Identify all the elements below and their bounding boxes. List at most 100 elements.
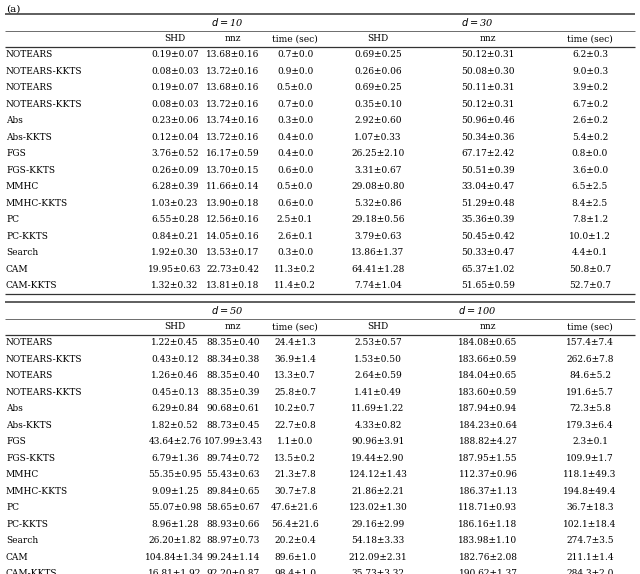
Text: 0.84±0.21: 0.84±0.21 — [151, 232, 199, 241]
Text: 8.96±1.28: 8.96±1.28 — [151, 519, 199, 529]
Text: NOTEARS-KKTS: NOTEARS-KKTS — [6, 355, 83, 364]
Text: 50.51±0.39: 50.51±0.39 — [461, 166, 515, 174]
Text: 35.73±3.32: 35.73±3.32 — [351, 569, 404, 574]
Text: Search: Search — [6, 248, 38, 257]
Text: 21.86±2.21: 21.86±2.21 — [351, 487, 404, 496]
Text: 88.35±0.40: 88.35±0.40 — [206, 371, 260, 380]
Text: 3.9±0.2: 3.9±0.2 — [572, 83, 608, 92]
Text: time (sec): time (sec) — [567, 34, 613, 43]
Text: NOTEARS: NOTEARS — [6, 338, 53, 347]
Text: 262.6±7.8: 262.6±7.8 — [566, 355, 614, 364]
Text: MMHC: MMHC — [6, 183, 39, 191]
Text: SHD: SHD — [367, 322, 388, 331]
Text: 2.92±0.60: 2.92±0.60 — [355, 117, 402, 125]
Text: 30.7±7.8: 30.7±7.8 — [274, 487, 316, 496]
Text: 179.3±6.4: 179.3±6.4 — [566, 421, 614, 430]
Text: 5.32±0.86: 5.32±0.86 — [354, 199, 402, 208]
Text: 29.16±2.99: 29.16±2.99 — [351, 519, 404, 529]
Text: 2.5±0.1: 2.5±0.1 — [277, 215, 313, 224]
Text: 13.72±0.16: 13.72±0.16 — [206, 133, 260, 142]
Text: 14.05±0.16: 14.05±0.16 — [206, 232, 260, 241]
Text: SHD: SHD — [367, 34, 388, 43]
Text: 29.08±0.80: 29.08±0.80 — [351, 183, 404, 191]
Text: 16.17±0.59: 16.17±0.59 — [206, 149, 260, 158]
Text: 6.29±0.84: 6.29±0.84 — [151, 404, 199, 413]
Text: 118.71±0.93: 118.71±0.93 — [458, 503, 518, 512]
Text: 90.96±3.91: 90.96±3.91 — [351, 437, 404, 446]
Text: (a): (a) — [6, 5, 20, 14]
Text: 0.6±0.0: 0.6±0.0 — [277, 166, 313, 174]
Text: MMHC-KKTS: MMHC-KKTS — [6, 487, 68, 496]
Text: 11.3±0.2: 11.3±0.2 — [274, 265, 316, 274]
Text: 2.53±0.57: 2.53±0.57 — [354, 338, 402, 347]
Text: 55.07±0.98: 55.07±0.98 — [148, 503, 202, 512]
Text: time (sec): time (sec) — [272, 34, 318, 43]
Text: 89.84±0.65: 89.84±0.65 — [206, 487, 260, 496]
Text: 0.26±0.06: 0.26±0.06 — [354, 67, 402, 76]
Text: 36.9±1.4: 36.9±1.4 — [274, 355, 316, 364]
Text: 22.7±0.8: 22.7±0.8 — [274, 421, 316, 430]
Text: 157.4±7.4: 157.4±7.4 — [566, 338, 614, 347]
Text: 191.6±5.7: 191.6±5.7 — [566, 388, 614, 397]
Text: PC-KKTS: PC-KKTS — [6, 519, 48, 529]
Text: 10.2±0.7: 10.2±0.7 — [274, 404, 316, 413]
Text: 50.11±0.31: 50.11±0.31 — [461, 83, 515, 92]
Text: 50.45±0.42: 50.45±0.42 — [461, 232, 515, 241]
Text: 90.68±0.61: 90.68±0.61 — [206, 404, 260, 413]
Text: NOTEARS: NOTEARS — [6, 51, 53, 59]
Text: 50.34±0.36: 50.34±0.36 — [461, 133, 515, 142]
Text: 50.12±0.31: 50.12±0.31 — [461, 51, 515, 59]
Text: 0.08±0.03: 0.08±0.03 — [151, 100, 199, 108]
Text: 67.17±2.42: 67.17±2.42 — [461, 149, 515, 158]
Text: 107.99±3.43: 107.99±3.43 — [204, 437, 262, 446]
Text: 6.79±1.36: 6.79±1.36 — [151, 454, 199, 463]
Text: 1.26±0.46: 1.26±0.46 — [151, 371, 199, 380]
Text: NOTEARS: NOTEARS — [6, 83, 53, 92]
Text: 26.20±1.82: 26.20±1.82 — [148, 536, 202, 545]
Text: 13.5±0.2: 13.5±0.2 — [274, 454, 316, 463]
Text: 56.4±21.6: 56.4±21.6 — [271, 519, 319, 529]
Text: 1.22±0.45: 1.22±0.45 — [151, 338, 199, 347]
Text: 24.4±1.3: 24.4±1.3 — [274, 338, 316, 347]
Text: 35.36±0.39: 35.36±0.39 — [461, 215, 515, 224]
Text: CAM: CAM — [6, 553, 29, 562]
Text: 2.64±0.59: 2.64±0.59 — [354, 371, 402, 380]
Text: 1.32±0.32: 1.32±0.32 — [152, 281, 198, 290]
Text: NOTEARS: NOTEARS — [6, 371, 53, 380]
Text: 50.08±0.30: 50.08±0.30 — [461, 67, 515, 76]
Text: PC: PC — [6, 503, 19, 512]
Text: PC-KKTS: PC-KKTS — [6, 232, 48, 241]
Text: 6.7±0.2: 6.7±0.2 — [572, 100, 608, 108]
Text: 50.12±0.31: 50.12±0.31 — [461, 100, 515, 108]
Text: $d = $100: $d = $100 — [458, 304, 497, 316]
Text: 13.86±1.37: 13.86±1.37 — [351, 248, 404, 257]
Text: 55.43±0.63: 55.43±0.63 — [206, 470, 260, 479]
Text: 0.9±0.0: 0.9±0.0 — [277, 67, 313, 76]
Text: 58.65±0.67: 58.65±0.67 — [206, 503, 260, 512]
Text: 1.03±0.23: 1.03±0.23 — [151, 199, 198, 208]
Text: 6.28±0.39: 6.28±0.39 — [151, 183, 199, 191]
Text: $d = $50: $d = $50 — [211, 304, 244, 316]
Text: 183.66±0.59: 183.66±0.59 — [458, 355, 518, 364]
Text: 5.4±0.2: 5.4±0.2 — [572, 133, 608, 142]
Text: 13.70±0.15: 13.70±0.15 — [206, 166, 260, 174]
Text: SHD: SHD — [164, 322, 186, 331]
Text: 118.1±49.3: 118.1±49.3 — [563, 470, 617, 479]
Text: time (sec): time (sec) — [567, 322, 613, 331]
Text: nnz: nnz — [225, 322, 241, 331]
Text: 0.12±0.04: 0.12±0.04 — [151, 133, 199, 142]
Text: NOTEARS-KKTS: NOTEARS-KKTS — [6, 67, 83, 76]
Text: 6.2±0.3: 6.2±0.3 — [572, 51, 608, 59]
Text: 36.7±18.3: 36.7±18.3 — [566, 503, 614, 512]
Text: 12.56±0.16: 12.56±0.16 — [206, 215, 260, 224]
Text: CAM-KKTS: CAM-KKTS — [6, 281, 58, 290]
Text: 187.94±0.94: 187.94±0.94 — [458, 404, 518, 413]
Text: 92.20±0.87: 92.20±0.87 — [206, 569, 260, 574]
Text: 98.4±1.0: 98.4±1.0 — [274, 569, 316, 574]
Text: 0.7±0.0: 0.7±0.0 — [277, 51, 313, 59]
Text: 1.07±0.33: 1.07±0.33 — [355, 133, 402, 142]
Text: 3.31±0.67: 3.31±0.67 — [355, 166, 402, 174]
Text: 274.7±3.5: 274.7±3.5 — [566, 536, 614, 545]
Text: 1.92±0.30: 1.92±0.30 — [151, 248, 199, 257]
Text: 13.72±0.16: 13.72±0.16 — [206, 67, 260, 76]
